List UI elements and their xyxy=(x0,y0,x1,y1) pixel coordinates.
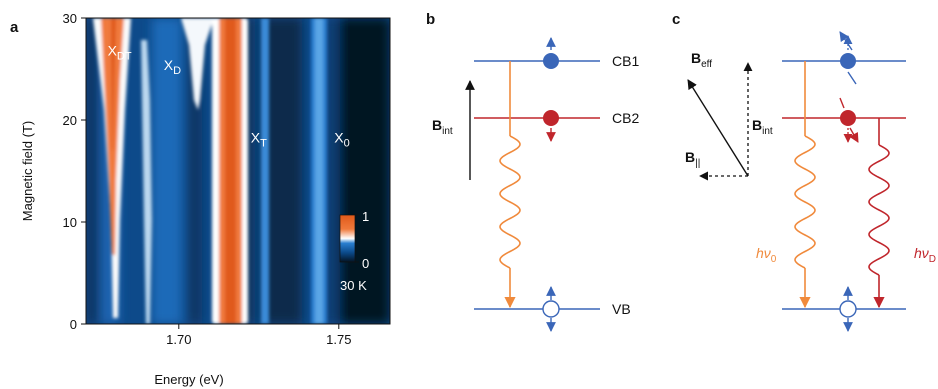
y-tick-label: 0 xyxy=(70,317,77,332)
peak-label-d: XD xyxy=(164,57,181,77)
b-eff-vector xyxy=(687,79,749,177)
c-b-int-label: Bint xyxy=(752,117,773,137)
peak-label-t: XT xyxy=(251,129,267,149)
x-tick-label: 1.75 xyxy=(326,332,351,347)
bright-photon-label: hν0 xyxy=(756,245,777,265)
c-vb-hole xyxy=(839,300,857,318)
b-parallel-label: B|| xyxy=(685,149,700,169)
b-eff-label: Beff xyxy=(691,50,712,70)
panel-b-diagram: CB1 CB2 VB Bint xyxy=(432,37,639,332)
heatmap-frame xyxy=(85,17,391,325)
c-cb2-spin-tilted xyxy=(849,127,859,143)
colorbar-gradient xyxy=(339,214,356,263)
panel-c-diagram: Beff Bint B|| hν0 hνD xyxy=(685,31,936,332)
cb2-label: CB2 xyxy=(612,110,639,126)
panel-b-label: b xyxy=(426,11,435,28)
vb-hole xyxy=(542,300,560,318)
cb1-label: CB1 xyxy=(612,53,639,69)
dark-photon-label: hνD xyxy=(914,245,936,265)
c-cb2-spin-tail xyxy=(839,97,845,109)
y-tick-label: 10 xyxy=(63,215,77,230)
panel-a-label: a xyxy=(10,19,19,36)
x-axis-label: Energy (eV) xyxy=(154,372,223,387)
peak-labels: XDT XD XT X0 xyxy=(108,43,350,150)
bright-photon-wave xyxy=(499,135,521,269)
colorbar-min-label: 0 xyxy=(362,256,369,271)
temperature-label: 30 K xyxy=(340,278,367,293)
peak-label-0: X0 xyxy=(334,129,349,149)
c-cb1-electron xyxy=(840,53,856,69)
colorbar: 1 0 30 K xyxy=(339,209,369,293)
c-cb2-electron xyxy=(840,110,856,126)
vb-label: VB xyxy=(612,301,631,317)
heatmap-ticks: 1.70 1.75 0 10 20 30 xyxy=(63,11,352,347)
c-cb1-spin-tail xyxy=(847,71,857,85)
y-tick-label: 20 xyxy=(63,113,77,128)
panel-c-label: c xyxy=(672,11,680,28)
peak-label-dt: XDT xyxy=(108,43,132,63)
c-bright-photon-wave xyxy=(794,135,816,269)
b-int-label: Bint xyxy=(432,117,453,137)
cb2-electron xyxy=(543,110,559,126)
heatmap-peaks xyxy=(93,18,327,324)
c-cb1-spin-tilted xyxy=(839,31,853,51)
cb1-electron xyxy=(543,53,559,69)
y-axis-label: Magnetic field (T) xyxy=(20,121,35,221)
colorbar-max-label: 1 xyxy=(362,209,369,224)
c-dark-photon-wave xyxy=(868,144,890,276)
x-tick-label: 1.70 xyxy=(166,332,191,347)
y-tick-label: 30 xyxy=(63,11,77,26)
